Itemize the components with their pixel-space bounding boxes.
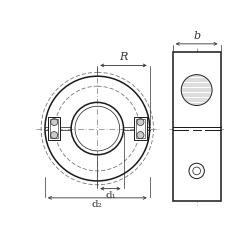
Text: d₁: d₁	[105, 191, 116, 200]
Bar	[50, 119, 58, 138]
Bar	[48, 117, 60, 140]
Bar	[173, 52, 220, 201]
Text: R: R	[119, 52, 128, 62]
Text: d₂: d₂	[92, 200, 103, 209]
Bar	[134, 117, 146, 140]
Text: b: b	[193, 31, 200, 41]
Bar	[136, 119, 145, 138]
